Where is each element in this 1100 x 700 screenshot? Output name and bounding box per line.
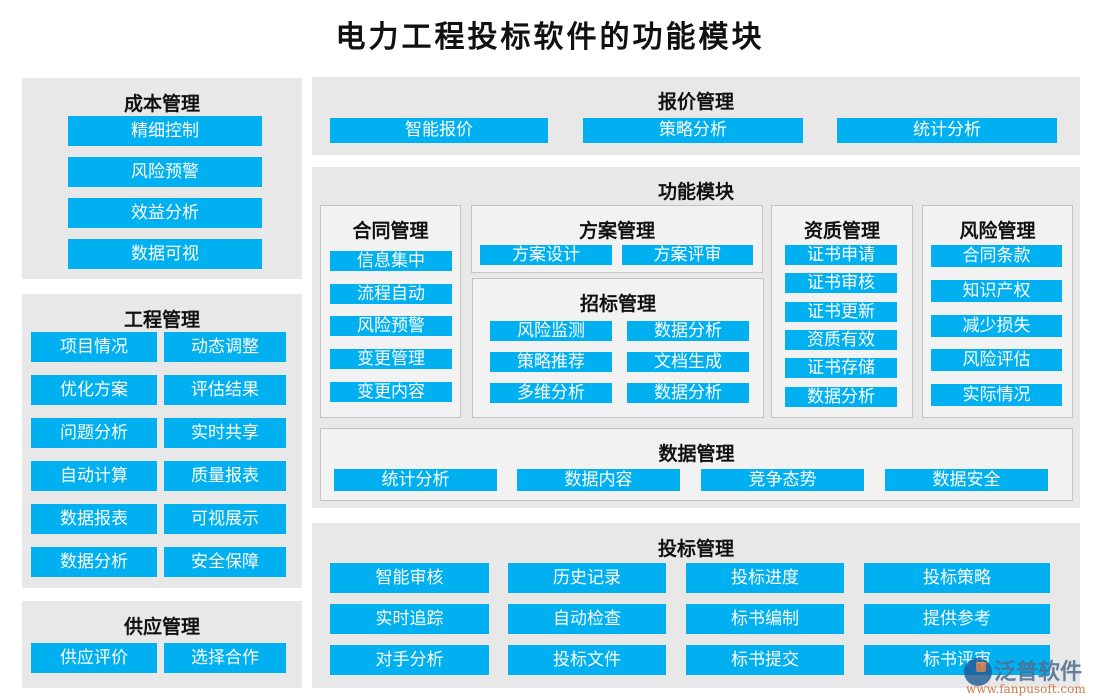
- engineering-item[interactable]: 安全保障: [164, 547, 286, 577]
- page-title: 电力工程投标软件的功能模块: [335, 20, 765, 55]
- cost-item[interactable]: 数据可视: [68, 239, 262, 269]
- bid-item[interactable]: 投标文件: [508, 645, 666, 675]
- tender-item[interactable]: 数据分析: [627, 321, 749, 341]
- risk-item[interactable]: 知识产权: [931, 280, 1062, 302]
- qualification-item[interactable]: 证书存储: [785, 358, 897, 378]
- bid-item[interactable]: 对手分析: [330, 645, 489, 675]
- engineering-title: 工程管理: [123, 309, 200, 331]
- contract-item[interactable]: 流程自动: [330, 284, 452, 304]
- tender-item[interactable]: 文档生成: [627, 352, 749, 372]
- bid-item[interactable]: 投标策略: [864, 563, 1050, 593]
- risk-title: 风险管理: [959, 220, 1036, 242]
- qualification-item[interactable]: 证书申请: [785, 245, 897, 265]
- qualification-item[interactable]: 数据分析: [785, 387, 897, 407]
- bid-item[interactable]: 自动检查: [508, 604, 666, 634]
- data-item[interactable]: 数据内容: [517, 469, 680, 491]
- tender-item[interactable]: 多维分析: [490, 383, 612, 403]
- qualification-item[interactable]: 证书更新: [785, 302, 897, 322]
- data-item[interactable]: 竞争态势: [701, 469, 864, 491]
- plan-item[interactable]: 方案设计: [480, 245, 612, 265]
- qualification-item[interactable]: 证书审核: [785, 273, 897, 293]
- brand-logo-icon: [964, 658, 992, 686]
- function-title: 功能模块: [657, 181, 734, 203]
- bid-item[interactable]: 实时追踪: [330, 604, 489, 634]
- engineering-item[interactable]: 质量报表: [164, 461, 286, 491]
- tender-item[interactable]: 策略推荐: [490, 352, 612, 372]
- data-item[interactable]: 数据安全: [885, 469, 1048, 491]
- engineering-item[interactable]: 项目情况: [31, 332, 157, 362]
- engineering-item[interactable]: 实时共享: [164, 418, 286, 448]
- contract-item[interactable]: 变更内容: [330, 382, 452, 402]
- cost-item[interactable]: 精细控制: [68, 116, 262, 146]
- watermark-brand: 泛普软件: [994, 660, 1083, 685]
- quote-item[interactable]: 策略分析: [583, 118, 803, 143]
- bid-item[interactable]: 智能审核: [330, 563, 489, 593]
- cost-item[interactable]: 风险预警: [68, 157, 262, 187]
- tender-title: 招标管理: [579, 293, 656, 315]
- risk-item[interactable]: 减少损失: [931, 315, 1062, 337]
- qualification-item[interactable]: 资质有效: [785, 330, 897, 350]
- bid-item[interactable]: 投标进度: [686, 563, 844, 593]
- bid-item[interactable]: 提供参考: [864, 604, 1050, 634]
- risk-box: 风险管理: [922, 205, 1073, 418]
- watermark: 泛普软件 www.fanpusoft.com: [964, 652, 1094, 698]
- bid-item[interactable]: 标书编制: [686, 604, 844, 634]
- tender-item[interactable]: 风险监测: [490, 321, 612, 341]
- risk-item[interactable]: 合同条款: [931, 245, 1062, 267]
- bid-item[interactable]: 历史记录: [508, 563, 666, 593]
- data-title: 数据管理: [658, 443, 735, 465]
- engineering-item[interactable]: 数据分析: [31, 547, 157, 577]
- engineering-item[interactable]: 可视展示: [164, 504, 286, 534]
- risk-item[interactable]: 实际情况: [931, 384, 1062, 406]
- supply-title: 供应管理: [123, 616, 200, 638]
- plan-title: 方案管理: [578, 220, 655, 242]
- bid-item[interactable]: 标书提交: [686, 645, 844, 675]
- engineering-item[interactable]: 动态调整: [164, 332, 286, 362]
- engineering-item[interactable]: 优化方案: [31, 375, 157, 405]
- supply-item[interactable]: 选择合作: [164, 643, 286, 673]
- watermark-url: www.fanpusoft.com: [966, 682, 1086, 696]
- qualification-title: 资质管理: [803, 220, 880, 242]
- tender-item[interactable]: 数据分析: [627, 383, 749, 403]
- plan-item[interactable]: 方案评审: [622, 245, 753, 265]
- contract-title: 合同管理: [352, 220, 429, 242]
- contract-item[interactable]: 风险预警: [330, 316, 452, 336]
- engineering-item[interactable]: 自动计算: [31, 461, 157, 491]
- quote-item[interactable]: 统计分析: [837, 118, 1057, 143]
- quote-title: 报价管理: [657, 91, 734, 113]
- cost-title: 成本管理: [123, 93, 200, 115]
- quote-panel: 报价管理: [312, 77, 1080, 155]
- risk-item[interactable]: 风险评估: [931, 349, 1062, 371]
- contract-item[interactable]: 变更管理: [330, 349, 452, 369]
- contract-item[interactable]: 信息集中: [330, 251, 452, 271]
- bid-title: 投标管理: [657, 538, 734, 560]
- supply-item[interactable]: 供应评价: [31, 643, 157, 673]
- data-item[interactable]: 统计分析: [334, 469, 497, 491]
- quote-item[interactable]: 智能报价: [330, 118, 548, 143]
- engineering-item[interactable]: 评估结果: [164, 375, 286, 405]
- engineering-item[interactable]: 数据报表: [31, 504, 157, 534]
- engineering-item[interactable]: 问题分析: [31, 418, 157, 448]
- cost-item[interactable]: 效益分析: [68, 198, 262, 228]
